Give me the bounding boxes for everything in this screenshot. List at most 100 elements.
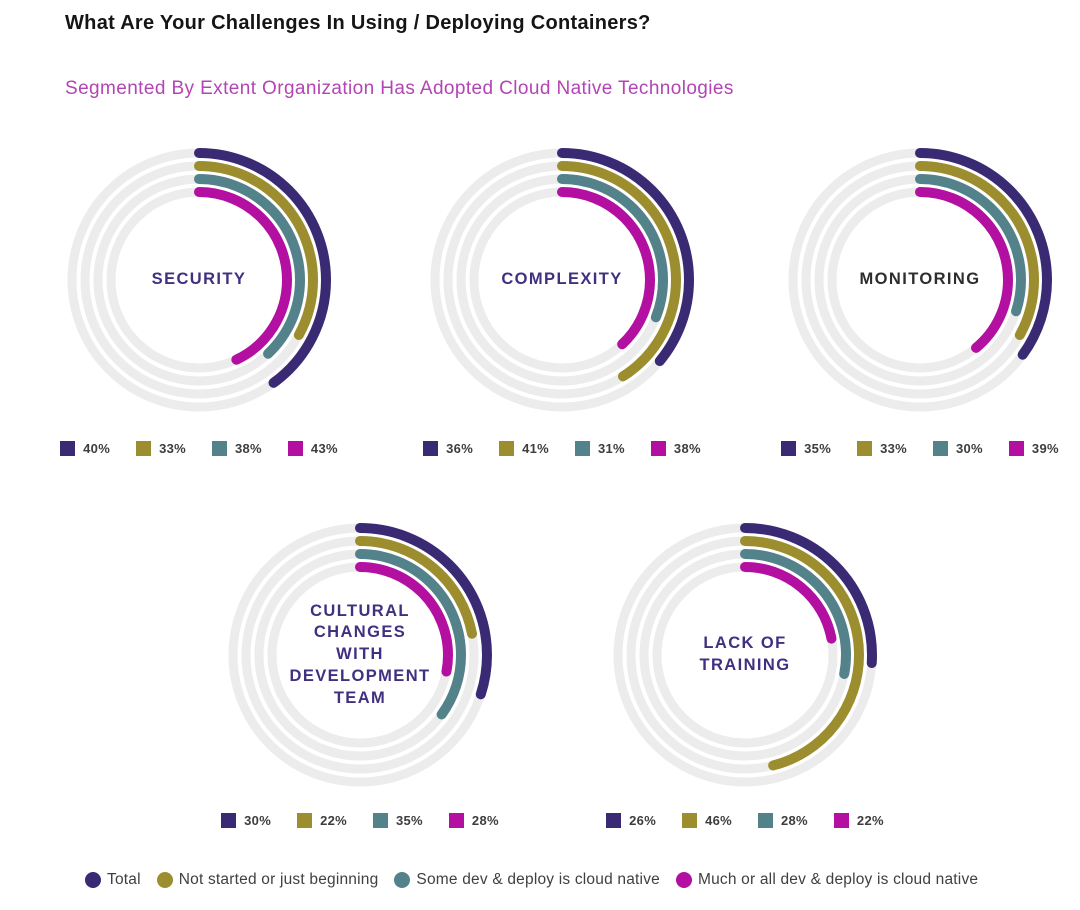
arc-not-started-or-just-beginning (801, 161, 1039, 399)
percent-value: 28% (781, 812, 808, 828)
percent-legend-item: 28% (448, 812, 499, 828)
percent-legend-item: 35% (781, 440, 832, 456)
percent-value: 28% (471, 812, 499, 828)
series-legend: Total Not started or just beginning Some d… (85, 866, 978, 894)
series-legend-item: Much or all dev & deploy is cloud native (675, 871, 979, 889)
arc-total (228, 523, 492, 787)
arc-some-dev-deploy-is-cloud-native (814, 174, 1026, 386)
legend-swatch-icon (136, 440, 152, 456)
legend-swatch-icon (221, 812, 237, 828)
percent-legend-item: 33% (857, 440, 907, 456)
donut-chart-monitoring: MONITORING (784, 144, 1056, 416)
donut-rings (613, 523, 877, 787)
donut-chart-complexity: COMPLEXITY (426, 144, 698, 416)
percent-legend-item: 22% (833, 812, 884, 828)
arc-some-dev-deploy-is-cloud-native (639, 549, 851, 761)
percent-value: 39% (1031, 440, 1059, 456)
percent-legend-item: 40% (60, 440, 111, 456)
donut-center-label: COMPLEXITY (501, 270, 623, 289)
arc-much-or-all-dev-deploy-is-cloud-native (827, 187, 1013, 373)
percent-value: 35% (396, 812, 423, 828)
donut-chart-security: SECURITY (63, 144, 335, 416)
arc-total (788, 148, 1052, 412)
percent-legend-item: 36% (423, 440, 474, 456)
legend-swatch-icon (650, 440, 666, 456)
percent-value: 22% (320, 812, 347, 828)
arc-not-started-or-just-beginning (80, 161, 318, 399)
legend-swatch-icon (606, 812, 622, 828)
legend-swatch-icon (933, 440, 948, 456)
page-title: What Are Your Challenges In Using / Depl… (65, 12, 651, 34)
percent-value: 30% (956, 440, 983, 456)
arc-total (613, 523, 877, 787)
percent-value: 26% (629, 812, 657, 828)
percent-legend-security: 40% 33% 38% 43% (60, 440, 338, 456)
series-legend-item: Some dev & deploy is cloud native (394, 871, 660, 889)
percent-value: 38% (235, 440, 262, 456)
arc-not-started-or-just-beginning (443, 161, 681, 399)
legend-swatch-icon (448, 812, 464, 828)
legend-dot-icon (394, 872, 411, 888)
donut-chart-cultural-changes: CULTURAL CHANGES WITH DEVELOPMENT TEAM (224, 519, 496, 791)
series-name: Some dev & deploy is cloud native (416, 871, 660, 888)
percent-value: 22% (856, 812, 884, 828)
arc-some-dev-deploy-is-cloud-native (456, 174, 668, 386)
legend-dot-icon (156, 872, 173, 888)
donut-center-label: LACK OF TRAINING (699, 634, 791, 674)
percent-legend-item: 33% (136, 440, 186, 456)
series-legend-item: Not started or just beginning (156, 871, 379, 889)
donut-center-label: SECURITY (151, 270, 247, 289)
percent-value: 41% (522, 440, 549, 456)
donut-rings (788, 148, 1052, 412)
legend-swatch-icon (297, 812, 313, 828)
legend-swatch-icon (212, 440, 227, 456)
percent-legend-item: 46% (682, 812, 732, 828)
percent-legend-cultural-changes: 30% 22% 35% 28% (221, 812, 499, 828)
donut-rings (430, 148, 694, 412)
percent-value: 31% (598, 440, 625, 456)
percent-legend-item: 26% (606, 812, 657, 828)
percent-value: 35% (804, 440, 832, 456)
legend-swatch-icon (373, 812, 388, 828)
arc-not-started-or-just-beginning (241, 536, 479, 774)
percent-value: 30% (244, 812, 272, 828)
arc-much-or-all-dev-deploy-is-cloud-native (469, 187, 655, 373)
page-subtitle: Segmented By Extent Organization Has Ado… (65, 78, 734, 99)
percent-value: 46% (705, 812, 732, 828)
arc-much-or-all-dev-deploy-is-cloud-native (267, 562, 453, 748)
donut-center-label: CULTURAL CHANGES WITH DEVELOPMENT TEAM (289, 601, 431, 707)
percent-legend-complexity: 36% 41% 31% 38% (423, 440, 701, 456)
percent-value: 36% (446, 440, 474, 456)
donut-rings (228, 523, 492, 787)
percent-value: 33% (880, 440, 907, 456)
percent-legend-item: 22% (297, 812, 347, 828)
arc-some-dev-deploy-is-cloud-native (254, 549, 466, 761)
percent-legend-item: 38% (212, 440, 262, 456)
percent-legend-item: 43% (287, 440, 338, 456)
donut-chart-lack-of-training: LACK OF TRAINING (609, 519, 881, 791)
legend-swatch-icon (1008, 440, 1024, 456)
percent-legend-item: 30% (221, 812, 272, 828)
percent-legend-item: 38% (650, 440, 701, 456)
legend-swatch-icon (682, 812, 698, 828)
series-name: Total (107, 871, 141, 888)
percent-legend-item: 39% (1008, 440, 1059, 456)
percent-legend-item: 35% (373, 812, 423, 828)
donut-rings (67, 148, 331, 412)
legend-swatch-icon (499, 440, 515, 456)
arc-total (67, 148, 331, 412)
percent-value: 38% (673, 440, 701, 456)
percent-legend-monitoring: 35% 33% 30% 39% (781, 440, 1059, 456)
arc-some-dev-deploy-is-cloud-native (93, 174, 305, 386)
legend-dot-icon (675, 872, 692, 888)
percent-value: 40% (83, 440, 111, 456)
percent-legend-item: 30% (933, 440, 983, 456)
legend-swatch-icon (60, 440, 76, 456)
percent-legend-lack-of-training: 26% 46% 28% 22% (606, 812, 884, 828)
series-name: Much or all dev & deploy is cloud native (697, 871, 979, 888)
legend-swatch-icon (423, 440, 439, 456)
percent-legend-item: 31% (575, 440, 625, 456)
percent-value: 33% (159, 440, 186, 456)
series-name: Not started or just beginning (178, 871, 379, 888)
